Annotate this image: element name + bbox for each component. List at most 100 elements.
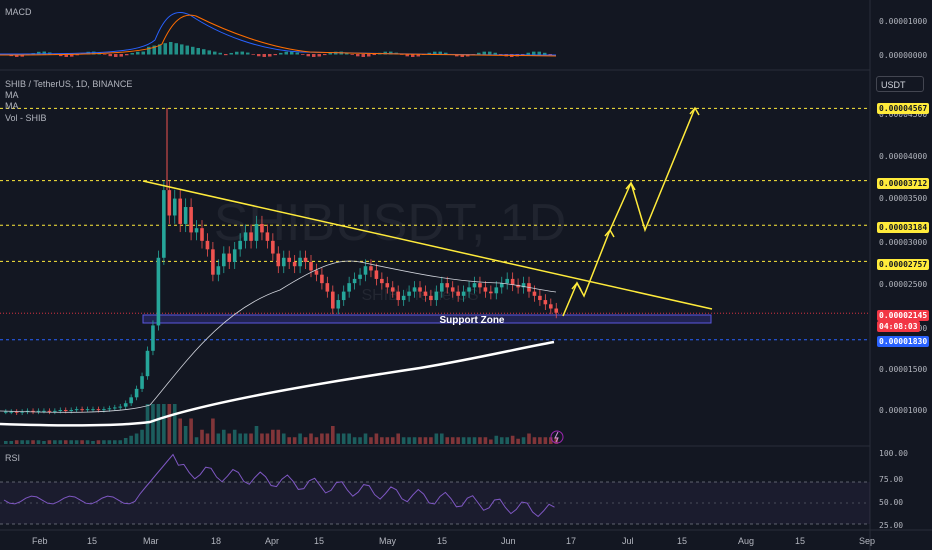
volume-bar	[336, 433, 341, 444]
candle-body	[407, 291, 411, 296]
price-axis-tick: 0.00003500	[879, 194, 928, 203]
macd-histogram-bar	[37, 51, 41, 55]
macd-histogram-bar	[345, 52, 349, 55]
macd-histogram-bar	[251, 54, 255, 55]
candle-body	[401, 295, 406, 301]
volume-bar	[467, 437, 471, 444]
macd-histogram-bar	[218, 52, 222, 55]
volume-bar	[162, 404, 166, 444]
volume-bar	[53, 440, 57, 444]
volume-bar	[287, 437, 291, 444]
signal-line	[0, 14, 557, 57]
candle-body	[145, 350, 150, 377]
projection-arrowhead	[689, 106, 700, 116]
volume-bar	[265, 433, 270, 444]
macd-histogram-bar	[543, 52, 547, 55]
volume-bar	[85, 440, 90, 444]
candle-body	[314, 270, 319, 275]
volume-bar	[9, 441, 14, 444]
volume-bar	[358, 437, 362, 444]
candle-body	[69, 410, 73, 411]
macd-histogram-bar	[64, 54, 68, 57]
macd-histogram-bar	[108, 54, 112, 57]
volume-bar	[254, 426, 259, 444]
volume-bar	[58, 440, 63, 444]
ma-label-2: MA	[5, 101, 19, 111]
volume-bar	[4, 441, 8, 444]
volume-bar	[96, 440, 101, 444]
macd-histogram-bar	[147, 46, 151, 55]
candle-body	[96, 409, 101, 411]
macd-axis-tick: 0.00001000	[879, 17, 928, 26]
candle-body	[298, 257, 302, 267]
candle-body	[390, 287, 395, 292]
volume-bar	[478, 437, 482, 444]
volume-bar	[369, 437, 373, 444]
macd-histogram-bar	[350, 54, 354, 55]
candle-body	[178, 198, 182, 224]
volume-bar	[211, 418, 215, 444]
candle-body	[303, 257, 308, 262]
price-axis-tick: 0.00004000	[879, 152, 928, 161]
candle-body	[36, 410, 41, 412]
candle-body	[336, 300, 341, 309]
candle-body	[211, 249, 215, 275]
ma-long-line	[0, 340, 555, 427]
macd-histogram-bar	[295, 52, 299, 55]
volume-bar	[352, 437, 357, 444]
volume-bar	[505, 437, 509, 444]
candle-body	[510, 278, 515, 285]
macd-histogram-bar	[163, 43, 167, 55]
candle-body	[320, 274, 324, 284]
volume-bar	[549, 437, 553, 444]
rsi-axis-tick: 50.00	[879, 498, 904, 507]
volume-bar	[271, 429, 275, 444]
candle-body	[151, 325, 155, 351]
time-axis-label: Jul	[622, 536, 634, 546]
candle-body	[156, 257, 161, 326]
volume-bar	[47, 440, 52, 444]
rsi-label: RSI	[5, 453, 21, 463]
volume-bar	[380, 437, 384, 444]
volume-bar	[276, 429, 281, 444]
volume-bar	[499, 437, 504, 444]
rsi-axis-tick: 100.00	[879, 449, 908, 458]
macd-histogram-bar	[191, 46, 195, 55]
volume-bar	[396, 433, 400, 444]
macd-histogram-bar	[416, 54, 420, 57]
ma-short-line	[0, 260, 557, 413]
candle-body	[25, 410, 30, 412]
candle-body	[102, 409, 106, 411]
macd-histogram-bar	[70, 54, 74, 57]
volume-bar	[532, 437, 537, 444]
volume-bar	[309, 433, 313, 444]
volume-bar	[216, 433, 221, 444]
volume-bar	[123, 438, 128, 444]
volume-bar	[167, 404, 172, 444]
macd-histogram-bar	[125, 54, 129, 56]
current-price-tag: 0.00002145	[877, 310, 930, 321]
candle-body	[499, 283, 504, 288]
macd-histogram-bar	[246, 52, 250, 55]
macd-histogram-bar	[240, 51, 244, 55]
macd-histogram-bar	[317, 54, 321, 57]
candle-body	[222, 253, 226, 267]
time-axis-label: 15	[677, 536, 688, 546]
volume-bar	[527, 433, 531, 444]
volume-bar	[20, 440, 24, 444]
volume-bar	[189, 418, 193, 444]
volume-bar	[450, 437, 455, 444]
volume-bar	[292, 437, 297, 444]
macd-histogram-bar	[411, 54, 415, 57]
price-axis-tick: 0.00002500	[879, 280, 928, 289]
volume-bar	[494, 435, 499, 444]
volume-bar	[320, 433, 324, 444]
candle-body	[265, 232, 270, 241]
candle-body	[445, 283, 450, 288]
volume-bar	[194, 437, 199, 444]
currency-button[interactable]: USDT	[876, 76, 924, 92]
volume-bar	[178, 418, 182, 444]
volume-bar	[314, 437, 319, 444]
countdown-tag: 04:08:03	[877, 321, 920, 332]
